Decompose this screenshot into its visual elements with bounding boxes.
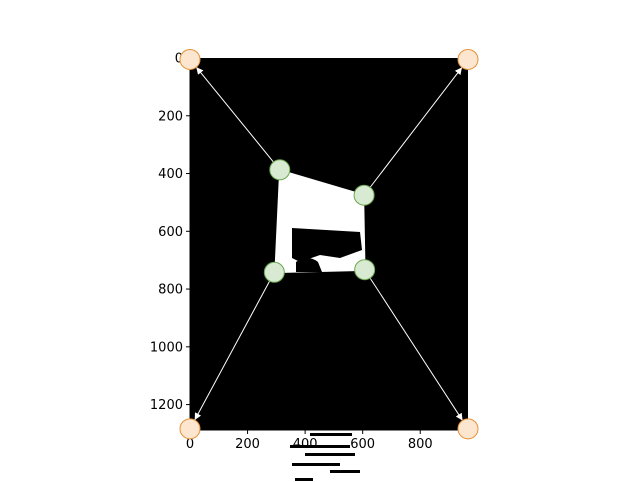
plot-axes: 0 200 400 600 800 0 200 400 600 800 1000 1200 — [150, 48, 479, 481]
x-tick-label: 0 — [186, 437, 194, 452]
destination-corner-point — [457, 418, 479, 440]
document-text-mark — [292, 463, 340, 466]
y-tick-label: 800 — [158, 283, 183, 298]
document-text-mark — [290, 445, 350, 448]
y-tick-label: 600 — [158, 225, 183, 240]
document-text-mark — [292, 403, 310, 406]
document-dark-notch — [296, 258, 322, 272]
document-text-mark — [300, 413, 335, 416]
document-text-mark — [295, 425, 350, 428]
document-text-mark — [295, 478, 313, 481]
document-text-mark — [310, 433, 352, 436]
document-dark-band — [292, 228, 362, 262]
correspondence-arrow — [195, 66, 274, 163]
y-tick-label: 200 — [158, 109, 183, 124]
y-tick-label: 1000 — [150, 340, 183, 355]
document-text-mark — [305, 453, 355, 456]
source-corner-point — [263, 261, 285, 283]
y-tick-label: 0 — [175, 52, 183, 67]
destination-corner-point — [179, 418, 201, 440]
source-corner-point — [353, 184, 375, 206]
x-tick-label: 400 — [293, 437, 318, 452]
destination-corner-point — [179, 48, 201, 70]
document-text-mark — [330, 470, 360, 473]
destination-corner-point — [457, 48, 479, 70]
y-tick-label: 400 — [158, 167, 183, 182]
y-tick-label: 1200 — [150, 398, 183, 413]
source-corner-point — [269, 159, 291, 181]
correspondence-arrow — [194, 280, 271, 421]
x-tick-label: 600 — [350, 437, 375, 452]
x-tick-label: 200 — [235, 437, 260, 452]
source-corner-point — [354, 259, 376, 281]
x-tick-label: 800 — [408, 437, 433, 452]
correspondence-arrow — [369, 67, 463, 188]
correspondence-arrow — [369, 277, 463, 421]
